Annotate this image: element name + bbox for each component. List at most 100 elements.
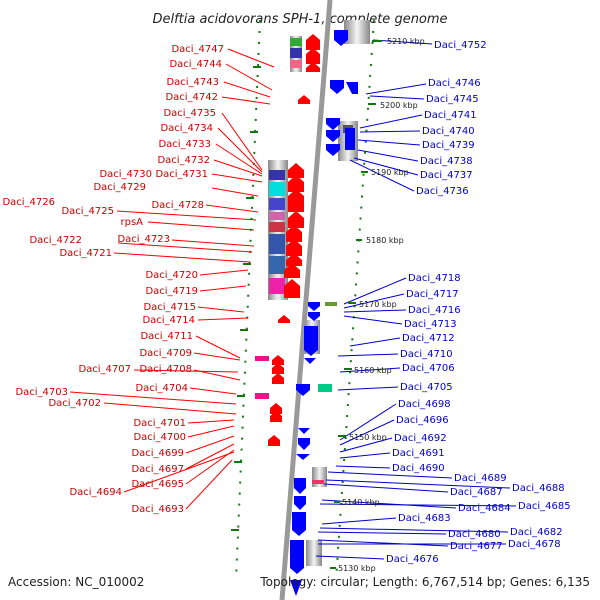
gene-block [325,302,337,306]
gene-block [269,222,285,232]
kbp-label: 5170 kbp [359,300,397,309]
gene-label: Daci_4742 [165,92,218,103]
gene-arrow-minus [294,496,306,510]
gene-label: Daci_4700 [133,432,186,443]
gene-label: Daci_4707 [78,364,131,375]
gene-arrow-plus [272,373,284,384]
gene-label: Daci_4732 [157,155,210,166]
gene-arrow-minus [308,302,320,311]
gene-label: Daci_4726 [2,197,55,208]
gene-label: Daci_4711 [140,331,193,342]
gene-arrow-minus [294,478,306,494]
gene-label: Daci_4734 [160,123,213,134]
gene-arrow-plus [286,239,302,256]
gene-arrow-minus [346,82,358,94]
gene-arrow-plus [278,315,290,323]
gene-label: Daci_4698 [398,399,451,410]
gene-label: Daci_4721 [59,248,112,259]
gene-label: Daci_4701 [133,418,186,429]
gene-block [255,356,269,361]
gene-arrow-plus [286,225,302,242]
gene-label: Daci_4708 [139,364,192,375]
gene-block [318,384,332,392]
gene-arrow-plus [288,189,304,212]
accession-label: Accession: NC_010002 [8,575,144,589]
gene-label: Daci_4717 [406,289,459,300]
kbp-label: 5160 kbp [354,366,392,375]
gene-label: Daci_4747 [171,44,224,55]
gene-arrow-minus [298,428,310,434]
gene-label: Daci_4678 [508,539,561,550]
gene-label: Daci_4699 [131,448,184,459]
gene-arrow-minus [290,540,304,574]
gene-arrow-plus [306,62,320,72]
gene-block [269,278,285,294]
gene-label: Daci_4744 [169,59,222,70]
gene-arrow-minus [296,454,310,460]
gene-label: Daci_4730 [99,169,152,180]
gene-label: Daci_4703 [15,387,68,398]
gene-label: Daci_4743 [166,77,219,88]
kbp-label: 5180 kbp [366,236,404,245]
gene-label: Daci_4729 [93,182,146,193]
gene-label: Daci_4723 [117,234,170,245]
gene-block [269,234,285,254]
gene-label: Daci_4688 [512,483,565,494]
genome-backbone [279,0,333,600]
gene-block [290,60,302,68]
gene-arrow-minus [304,358,316,364]
gene-block [269,256,285,274]
gene-label: Daci_4687 [450,487,503,498]
track-left [235,19,261,581]
gene-band [344,20,370,44]
gene-label: Daci_4738 [420,156,473,167]
gene-label: rpsA [120,217,143,228]
kbp-ticks: 5210 kbp 5200 kbp 5190 kbp 5180 kbp 5170… [231,37,425,573]
gene-label: Daci_4715 [143,302,196,313]
gene-arrow-minus [308,312,320,321]
gene-label: Daci_4690 [392,463,445,474]
gene-arrow-plus [288,163,304,178]
gene-label: Daci_4697 [131,464,184,475]
gene-block [290,48,302,58]
gene-block [290,38,302,46]
gene-label: Daci_4704 [135,383,188,394]
gene-arrow-plus [286,253,302,266]
gene-arrow-minus [326,144,340,156]
gene-label: Daci_4692 [394,433,447,444]
gene-label: Daci_4722 [29,235,82,246]
gene-label: Daci_4685 [518,501,571,512]
topology-label: Topology: circular; Length: 6,767,514 bp… [259,575,590,589]
gene-block [269,170,285,180]
gene-block [269,182,285,196]
gene-arrow-plus [306,48,320,64]
gene-label: Daci_4684 [458,503,511,514]
kbp-label: 5190 kbp [371,168,409,177]
gene-arrow-plus [284,263,300,278]
gene-label: Daci_4694 [69,487,122,498]
gene-block [269,212,285,220]
gene-arrow-plus [306,34,320,50]
gene-label: Daci_4728 [151,200,204,211]
gene-arrow-minus [326,118,340,130]
gene-arrow-minus [345,128,355,150]
gene-label: Daci_4702 [48,398,101,409]
gene-arrow-plus [288,175,304,192]
gene-label: Daci_4739 [422,140,475,151]
gene-arrow-minus [298,438,310,450]
gene-label: Daci_4725 [61,206,114,217]
gene-label: Daci_4696 [396,415,449,426]
gene-label: Daci_4720 [145,270,198,281]
gene-arrow-plus [272,363,284,374]
gene-label: Daci_4695 [131,479,184,490]
gene-label: Daci_4752 [434,40,487,51]
gene-label: Daci_4733 [158,139,211,150]
gene-arrow-plus [272,355,284,365]
gene-label: Daci_4705 [400,382,453,393]
gene-arrow-plus [268,435,280,446]
gene-arrow-minus [330,80,344,94]
gene-arrow-minus [334,30,348,46]
kbp-label: 5130 kbp [338,564,376,573]
gene-label: Daci_4683 [398,513,451,524]
